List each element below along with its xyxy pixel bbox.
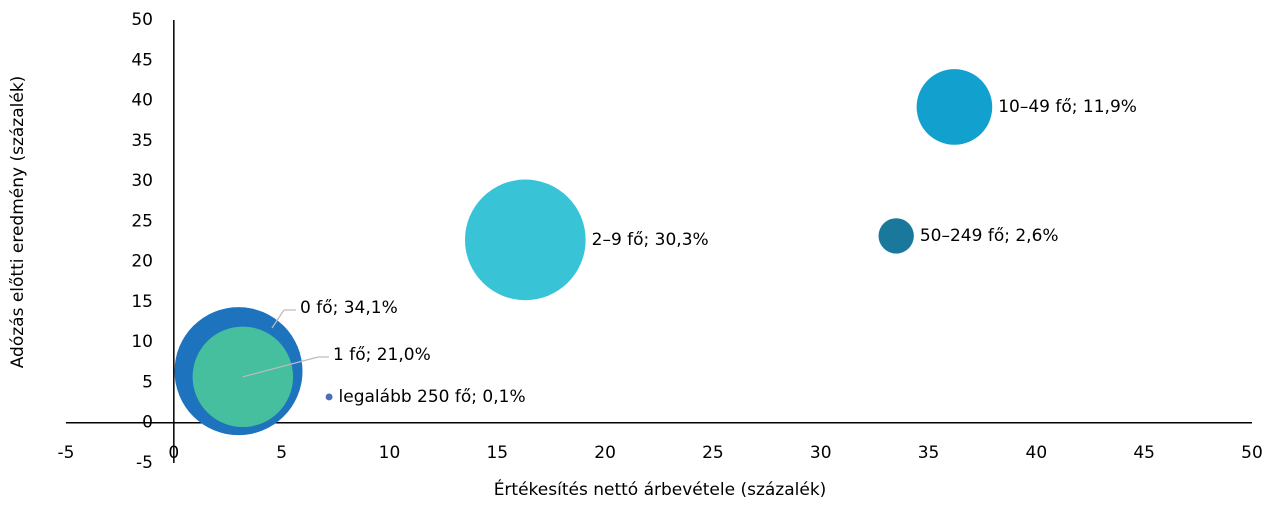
x-tick-label: 10 [379, 443, 401, 463]
bubble [878, 218, 914, 254]
x-tick-label: 15 [486, 443, 508, 463]
data-label: 0 fő; 34,1% [300, 298, 398, 318]
data-label: 2–9 fő; 30,3% [592, 230, 709, 250]
bubble [916, 69, 993, 145]
x-tick-label: 25 [702, 443, 724, 463]
x-tick-label: 20 [594, 443, 616, 463]
data-label: 1 fő; 21,0% [333, 345, 431, 365]
data-label: legalább 250 fő; 0,1% [339, 387, 526, 407]
data-label: 50–249 fő; 2,6% [920, 226, 1059, 246]
y-tick-label: 20 [131, 252, 153, 272]
y-tick-label: 30 [131, 171, 153, 191]
x-tick-label: 0 [168, 443, 179, 463]
x-tick-label: 50 [1241, 443, 1263, 463]
leader-line [242, 356, 319, 378]
x-tick-label: 40 [1026, 443, 1048, 463]
data-label: 10–49 fő; 11,9% [998, 97, 1137, 117]
bubble [464, 179, 586, 301]
y-tick-label: -5 [136, 453, 153, 473]
y-axis-title: Adózás előtti eredmény (százalék) [8, 76, 28, 369]
y-tick-label: 5 [142, 372, 153, 392]
y-tick-label: 15 [131, 292, 153, 312]
y-tick-label: 50 [131, 10, 153, 30]
bubble [192, 326, 294, 428]
x-tick-label: 30 [810, 443, 832, 463]
y-tick-label: 10 [131, 332, 153, 352]
y-tick-label: 35 [131, 131, 153, 151]
y-tick-label: 40 [131, 91, 153, 111]
x-tick-label: 45 [1133, 443, 1155, 463]
leader-line [271, 309, 285, 329]
y-tick-label: 0 [142, 413, 153, 433]
y-tick-label: 45 [131, 50, 153, 70]
bubble [325, 393, 333, 401]
x-tick-label: -5 [58, 443, 75, 463]
x-axis-title: Értékesítés nettó árbevétele (százalék) [494, 478, 827, 500]
x-tick-label: 35 [918, 443, 940, 463]
x-tick-label: 5 [276, 443, 287, 463]
y-tick-label: 25 [131, 211, 153, 231]
